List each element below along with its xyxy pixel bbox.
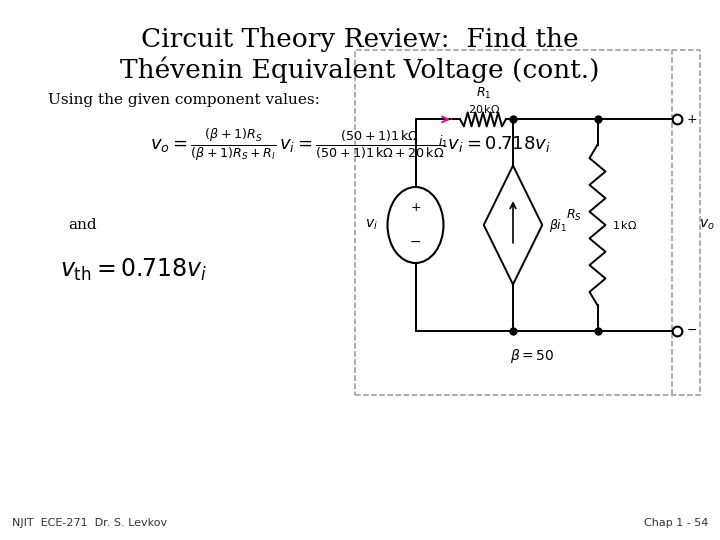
Text: and: and — [68, 218, 96, 232]
Text: $v_o$: $v_o$ — [699, 218, 715, 232]
Text: −: − — [687, 324, 698, 337]
Text: $R_1$: $R_1$ — [476, 86, 492, 102]
Text: Using the given component values:: Using the given component values: — [48, 93, 320, 107]
Text: $v_i$: $v_i$ — [364, 218, 377, 232]
Text: $R_S$: $R_S$ — [565, 207, 582, 222]
Bar — [355, 50, 700, 395]
Text: Chap 1 - 54: Chap 1 - 54 — [644, 518, 708, 528]
Text: $i_1$: $i_1$ — [438, 133, 449, 150]
Text: Thévenin Equivalent Voltage (cont.): Thévenin Equivalent Voltage (cont.) — [120, 57, 600, 83]
Text: −: − — [410, 235, 421, 249]
Text: $\beta i_1$: $\beta i_1$ — [549, 217, 567, 233]
Text: $20\,\mathrm{k\Omega}$: $20\,\mathrm{k\Omega}$ — [467, 103, 500, 116]
Text: $\beta = 50$: $\beta = 50$ — [510, 347, 555, 364]
Text: +: + — [687, 113, 698, 126]
Text: NJIT  ECE-271  Dr. S. Levkov: NJIT ECE-271 Dr. S. Levkov — [12, 518, 167, 528]
Text: $1\,\mathrm{k\Omega}$: $1\,\mathrm{k\Omega}$ — [611, 219, 637, 231]
Text: +: + — [410, 201, 420, 214]
Text: $v_o = \frac{(\beta+1)R_S}{(\beta+1)R_S + R_l}\,v_i = \frac{(50+1)1\,\mathrm{k\O: $v_o = \frac{(\beta+1)R_S}{(\beta+1)R_S … — [150, 127, 551, 163]
Text: $v_{\rm th} = 0.718v_i$: $v_{\rm th} = 0.718v_i$ — [60, 257, 207, 283]
Text: Circuit Theory Review:  Find the: Circuit Theory Review: Find the — [141, 28, 579, 52]
